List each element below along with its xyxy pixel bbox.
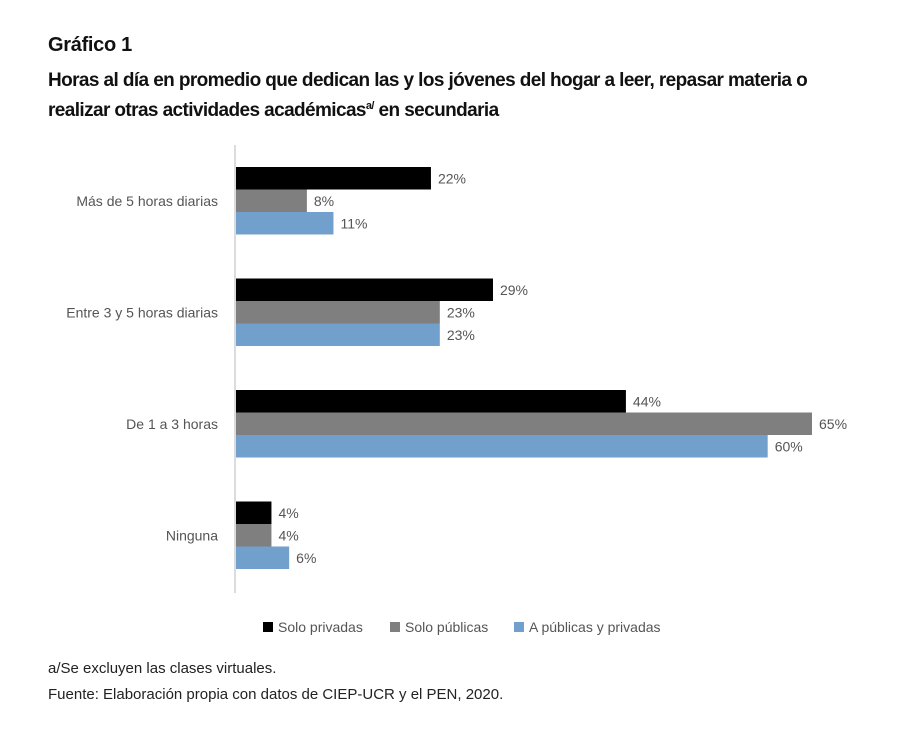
legend-label-solo-publicas: Solo públicas bbox=[405, 619, 488, 635]
data-label-solo-privadas-ninguna: 4% bbox=[278, 505, 298, 521]
data-label-solo-publicas-mas-de-5-horas-diarias: 8% bbox=[314, 193, 334, 209]
chart-title-tail: en secundaria bbox=[373, 100, 500, 121]
bar-a-publicas-y-privadas-entre-3-y-5-horas-diarias bbox=[236, 323, 440, 346]
data-label-solo-privadas-de-1-a-3-horas: 44% bbox=[633, 393, 661, 409]
footnote-note: a/Se excluyen las clases virtuales. bbox=[48, 660, 277, 677]
legend-swatch-solo-publicas bbox=[390, 622, 400, 632]
bar-solo-publicas-ninguna bbox=[236, 524, 272, 547]
chart-title-main: Horas al día en promedio que dedican las… bbox=[48, 70, 808, 121]
chart-title-footnote-mark: a/ bbox=[365, 100, 375, 112]
bar-solo-publicas-entre-3-y-5-horas-diarias bbox=[236, 301, 440, 324]
data-label-a-publicas-y-privadas-ninguna: 6% bbox=[296, 550, 316, 566]
chart-title: Horas al día en promedio que dedican las… bbox=[48, 66, 868, 126]
bar-solo-privadas-de-1-a-3-horas bbox=[236, 390, 626, 413]
legend-swatch-solo-privadas bbox=[263, 622, 273, 632]
data-label-a-publicas-y-privadas-de-1-a-3-horas: 60% bbox=[775, 438, 803, 454]
bar-a-publicas-y-privadas-ninguna bbox=[236, 546, 290, 569]
category-label-mas-de-5-horas-diarias: Más de 5 horas diarias bbox=[76, 193, 218, 209]
bar-solo-privadas-entre-3-y-5-horas-diarias bbox=[236, 278, 493, 301]
data-label-solo-publicas-ninguna: 4% bbox=[278, 527, 298, 543]
category-label-ninguna: Ninguna bbox=[166, 527, 218, 543]
legend-label-solo-privadas: Solo privadas bbox=[278, 619, 363, 635]
data-label-a-publicas-y-privadas-entre-3-y-5-horas-diarias: 23% bbox=[447, 327, 475, 343]
legend-swatch-a-publicas-y-privadas bbox=[514, 622, 524, 632]
category-label-de-1-a-3-horas: De 1 a 3 horas bbox=[126, 416, 218, 432]
data-label-solo-publicas-entre-3-y-5-horas-diarias: 23% bbox=[447, 304, 475, 320]
chart-kicker: Gráfico 1 bbox=[48, 34, 132, 56]
footnote-source: Fuente: Elaboración propia con datos de … bbox=[48, 686, 504, 703]
bar-a-publicas-y-privadas-de-1-a-3-horas bbox=[236, 435, 768, 458]
data-label-solo-publicas-de-1-a-3-horas: 65% bbox=[819, 416, 847, 432]
bar-solo-privadas-ninguna bbox=[236, 501, 272, 524]
bar-chart: Más de 5 horas diarias 22% 8% 11% Entre 3 y … bbox=[66, 145, 847, 635]
legend-label-a-publicas-y-privadas: A públicas y privadas bbox=[529, 619, 661, 635]
bar-solo-publicas-de-1-a-3-horas bbox=[236, 412, 812, 435]
bar-solo-publicas-mas-de-5-horas-diarias bbox=[236, 189, 307, 212]
data-label-a-publicas-y-privadas-mas-de-5-horas-diarias: 11% bbox=[340, 215, 367, 231]
data-label-solo-privadas-entre-3-y-5-horas-diarias: 29% bbox=[500, 282, 528, 298]
bar-solo-privadas-mas-de-5-horas-diarias bbox=[236, 167, 431, 190]
bar-a-publicas-y-privadas-mas-de-5-horas-diarias bbox=[236, 212, 334, 235]
category-label-entre-3-y-5-horas-diarias: Entre 3 y 5 horas diarias bbox=[66, 304, 218, 320]
data-label-solo-privadas-mas-de-5-horas-diarias: 22% bbox=[438, 170, 466, 186]
